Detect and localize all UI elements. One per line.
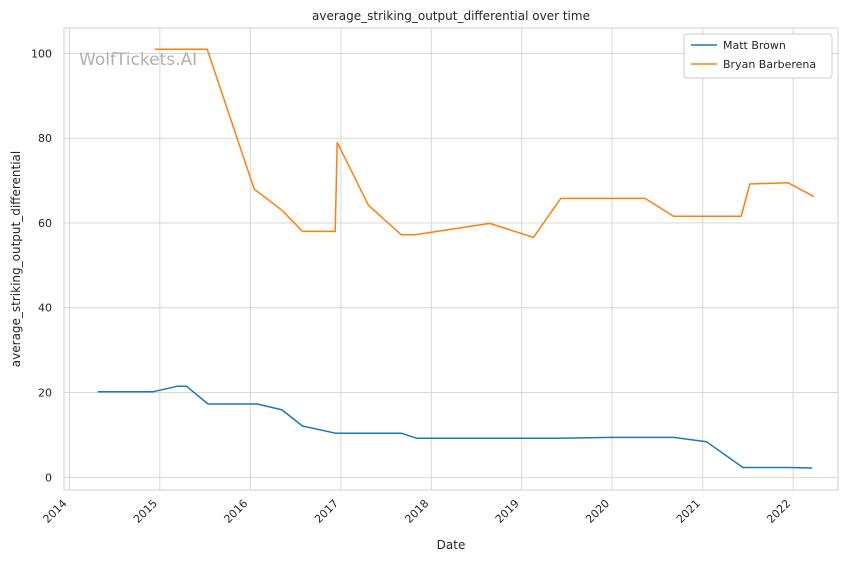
y-tick-label: 40 [38,302,52,315]
legend-label-bryan-barberena: Bryan Barberena [723,58,816,71]
plot-frame [63,27,839,491]
watermark: WolfTickets.AI [79,50,197,70]
legend-label-matt-brown: Matt Brown [723,39,786,52]
y-tick-label: 0 [45,471,52,484]
x-tick-label: 2014 [41,497,70,526]
x-tick-label: 2022 [764,497,793,526]
series-layer [97,48,815,469]
legend-box [683,33,833,79]
y-tick-label: 80 [38,132,52,145]
x-tick-label: 2017 [312,497,341,526]
x-tick-label: 2019 [493,497,522,526]
y-axis-title: average_striking_output_differential [9,151,23,367]
x-tick-label: 2018 [402,497,431,526]
chart-title: average_striking_output_differential ove… [312,9,590,23]
y-tick-labels: 0 20 40 60 80 100 [31,47,52,484]
x-tick-label: 2016 [221,497,250,526]
grid [64,28,838,490]
x-tick-label: 2021 [674,497,703,526]
x-tick-label: 2020 [583,497,612,526]
series-line-matt-brown [97,385,813,469]
y-tick-label: 20 [38,387,52,400]
series-line-bryan-barberena [154,48,815,239]
y-tick-label: 60 [38,217,52,230]
x-tick-labels: 2014 2015 2016 2017 2018 2019 2020 2021 2022 [41,497,794,526]
y-tick-label: 100 [31,47,52,60]
x-axis-title: Date [437,538,466,552]
legend: Matt Brown Bryan Barberena [683,33,833,79]
x-tick-label: 2015 [131,497,160,526]
